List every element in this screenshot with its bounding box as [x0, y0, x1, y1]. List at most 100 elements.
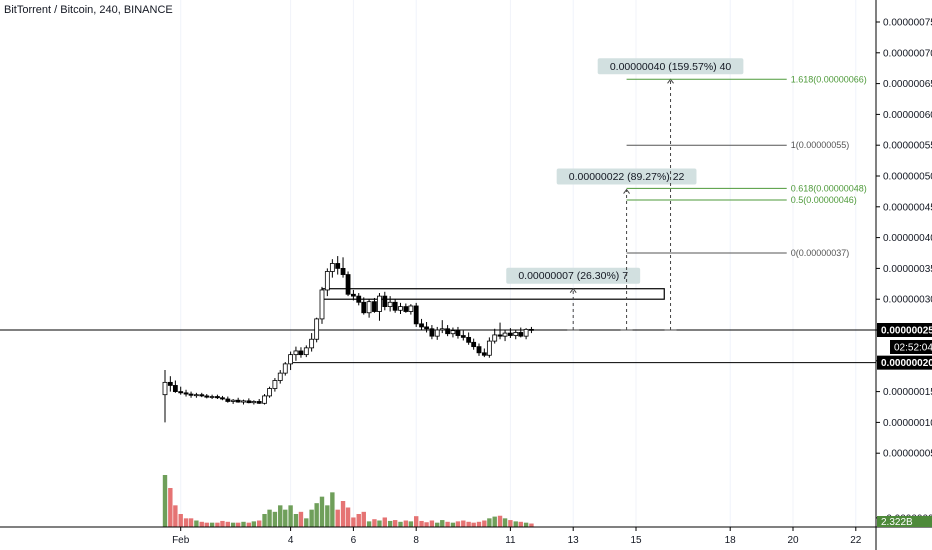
candle-down: [225, 398, 231, 402]
volume-bar: [173, 505, 178, 527]
volume-bar: [424, 522, 429, 527]
price-tick-label: 0.00000030: [883, 295, 932, 306]
measure-arrow: [569, 287, 577, 294]
candle-down: [382, 295, 388, 307]
candle-up: [282, 363, 288, 374]
volume-bar: [502, 518, 508, 527]
countdown-label: 02:52:04: [894, 343, 932, 354]
candle-up: [398, 306, 403, 311]
candle-down: [507, 332, 513, 336]
time-tick-label: 15: [630, 535, 642, 546]
volume-bar: [251, 521, 257, 527]
volume-bar: [356, 514, 361, 527]
candle-up: [513, 332, 519, 336]
candle-up: [251, 401, 257, 404]
volume-bar: [414, 516, 419, 527]
candle-down: [460, 335, 466, 338]
candle-down: [204, 395, 210, 398]
volume-bar: [461, 520, 466, 527]
candle-down: [392, 301, 398, 311]
candle-up: [366, 301, 372, 314]
volume-bar: [267, 509, 272, 527]
time-axis[interactable]: Feb 4 6 8 11 13 15 18 20 22: [172, 527, 862, 546]
volume-bar: [508, 520, 513, 527]
candle-down: [199, 394, 205, 397]
time-tick-label: 8: [413, 535, 419, 546]
volume-bar: [476, 521, 482, 527]
measure-label-bg: [597, 58, 744, 75]
price-tick-label: 0.00000040: [883, 233, 932, 244]
volume-bar: [523, 522, 529, 527]
candle-up: [377, 295, 382, 312]
volume-bar: [435, 522, 440, 527]
candle-down: [372, 301, 377, 312]
price-tick-label: 0.00000060: [883, 110, 932, 121]
candle-down: [429, 328, 435, 337]
volume-bar: [293, 514, 299, 527]
candle-down: [497, 334, 503, 337]
candle-up: [193, 394, 199, 397]
support-price-tag: 0.00000020: [881, 358, 932, 369]
candle-down: [403, 306, 409, 312]
candle-up: [502, 332, 508, 337]
price-tick-label: 0.00000005: [883, 449, 932, 460]
time-tick-label: 4: [288, 535, 294, 546]
volume-bar: [366, 521, 372, 527]
candle-up: [314, 318, 320, 340]
volume-bar: [188, 518, 194, 527]
candle-up: [434, 329, 440, 337]
chart-grid: [180, 0, 857, 527]
measure-label-bg: [506, 267, 641, 284]
candle-down: [220, 397, 225, 400]
volume-bar: [325, 505, 330, 527]
volume-bar: [377, 520, 382, 527]
volume-bar: [194, 520, 199, 527]
candle-down: [335, 263, 341, 269]
candle-down: [419, 323, 424, 328]
measure-label: 0.00000040 (159.57%) 40: [610, 61, 732, 73]
candle-down: [361, 301, 367, 314]
candle-down: [172, 385, 178, 393]
measure-label: 0.00000007 (26.30%) 7: [518, 270, 628, 282]
volume-bar: [220, 520, 225, 527]
candle-down: [481, 352, 487, 356]
time-tick-label: 20: [787, 535, 799, 546]
volume-bar: [225, 521, 230, 527]
candle-up: [303, 347, 309, 356]
resistance-rectangle: [321, 288, 665, 300]
candle-down: [178, 391, 184, 394]
volume-bar: [262, 514, 267, 527]
volume-bar: [215, 522, 220, 527]
time-tick-label: Feb: [172, 535, 190, 546]
candle-down: [167, 381, 173, 386]
price-axis[interactable]: -0.000000050.000000050.000000100.0000001…: [876, 18, 932, 525]
measure-label-bg: [556, 168, 697, 185]
price-tick-label: 0.00000015: [883, 387, 932, 398]
time-tick-label: 6: [351, 535, 357, 546]
volume-bar: [314, 503, 319, 527]
volume-bar: [319, 496, 325, 527]
time-tick-label: 11: [505, 535, 516, 546]
fib-level-label: 0(0.00000037): [791, 248, 850, 258]
volume-tag: 2.322B: [881, 517, 913, 528]
volume-bar: [204, 522, 209, 527]
candle-down: [340, 267, 346, 275]
candle-up: [262, 395, 267, 404]
fib-level-label: 0.618(0.00000048): [791, 183, 867, 193]
volume-bar: [398, 521, 403, 527]
volume-tag-bg: [877, 516, 932, 527]
candle-up: [309, 338, 315, 349]
candle-down: [235, 399, 241, 403]
measure-arrow: [623, 188, 630, 194]
volume-bar: [345, 507, 351, 527]
price-tick-label: 0.00000065: [883, 79, 932, 90]
volume-bar: [482, 520, 487, 527]
candle-up: [439, 328, 445, 331]
price-tick-label: 0.00000045: [883, 202, 932, 213]
candle-up: [277, 372, 283, 381]
volume-bar: [209, 522, 215, 527]
volume-bar: [361, 511, 366, 527]
volume-bar: [183, 518, 189, 527]
volume-bar: [466, 521, 471, 527]
